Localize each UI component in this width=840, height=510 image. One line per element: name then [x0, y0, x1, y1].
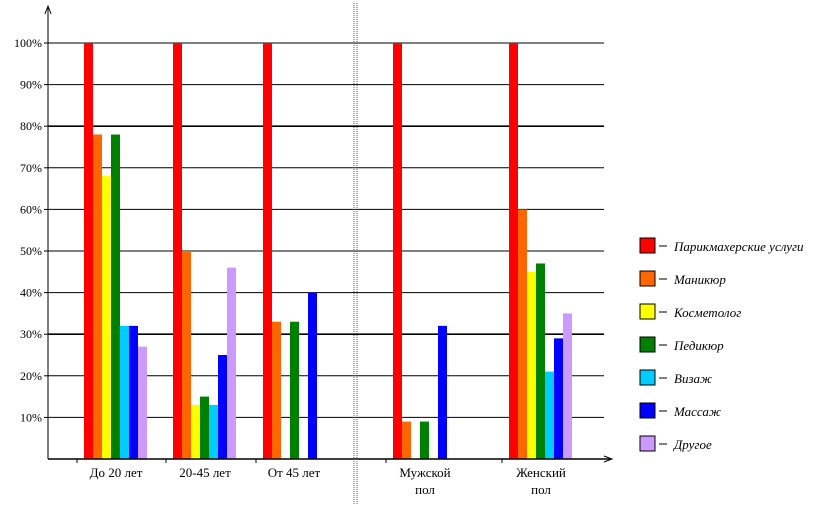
- y-tick-label: 30%: [20, 327, 42, 341]
- y-tick-labels: 10% 20% 30% 40% 50% 60% 70% 80% 90% 100%: [14, 36, 42, 424]
- bar: [536, 263, 545, 459]
- bar: [263, 43, 272, 459]
- legend-label: Визаж: [674, 371, 712, 386]
- bar: [111, 134, 120, 459]
- bar: [129, 325, 138, 459]
- category-label: До 20 лет: [90, 465, 143, 480]
- bars: [84, 43, 572, 459]
- y-tick-label: 10%: [20, 410, 42, 424]
- bar: [138, 346, 147, 459]
- bar: [218, 355, 227, 459]
- bar: [393, 43, 402, 459]
- y-tick-label: 70%: [20, 161, 42, 175]
- legend-label: Педикюр: [673, 338, 724, 353]
- legend-label: Массаж: [673, 404, 721, 419]
- bar: [290, 321, 299, 459]
- legend: Парикмахерские услуги Маникюр Косметолог Пе…: [639, 237, 804, 452]
- y-tick-label: 90%: [20, 78, 42, 92]
- bar: [84, 43, 93, 459]
- legend-label: Другое: [672, 437, 712, 452]
- y-axis-arrow: [44, 4, 52, 15]
- bar: [102, 176, 111, 459]
- legend-label: Парикмахерские услуги: [673, 239, 804, 254]
- category-label: От 45 лет: [268, 465, 321, 480]
- category-label: Мужской: [399, 465, 450, 480]
- legend-swatch: [639, 435, 656, 452]
- y-tick-label: 80%: [20, 119, 42, 133]
- bar: [120, 325, 129, 459]
- bar: [438, 325, 447, 459]
- y-tick-label: 100%: [14, 36, 42, 50]
- bar: [402, 421, 411, 459]
- category-label: 20-45 лет: [179, 465, 231, 480]
- bar: [93, 134, 102, 459]
- x-axis-arrow: [603, 455, 614, 463]
- bar: [272, 321, 281, 459]
- bar: [420, 421, 429, 459]
- legend-label: Маникюр: [673, 272, 726, 287]
- bar: [527, 271, 536, 459]
- y-tick-label: 50%: [20, 244, 42, 258]
- bar: [173, 43, 182, 459]
- legend-swatch: [639, 237, 656, 254]
- y-tick-label: 60%: [20, 202, 42, 216]
- legend-swatch: [639, 402, 656, 419]
- bar: [227, 267, 236, 459]
- bar: [554, 338, 563, 459]
- category-labels: До 20 лет 20-45 лет От 45 лет Мужской пол Жен…: [90, 465, 566, 497]
- legend-label: Косметолог: [673, 305, 741, 320]
- bar: [182, 251, 191, 459]
- legend-swatch: [639, 303, 656, 320]
- y-tick-label: 40%: [20, 286, 42, 300]
- bar: [563, 313, 572, 459]
- legend-swatch: [639, 336, 656, 353]
- bar: [209, 404, 218, 459]
- bar: [518, 209, 527, 459]
- legend-swatch: [639, 369, 656, 386]
- category-label: пол: [531, 482, 551, 497]
- category-label: пол: [415, 482, 435, 497]
- y-tick-label: 20%: [20, 369, 42, 383]
- bar: [191, 404, 200, 459]
- bar: [545, 371, 554, 459]
- axes: [44, 3, 614, 505]
- legend-swatch: [639, 270, 656, 287]
- bar: [509, 43, 518, 459]
- category-label: Женский: [516, 465, 566, 480]
- bar: [200, 396, 209, 459]
- bar: [308, 292, 317, 459]
